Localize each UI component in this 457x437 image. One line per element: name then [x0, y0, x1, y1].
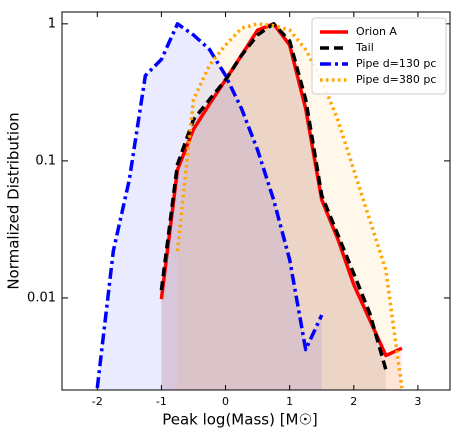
y-tick-label: 0.01 — [27, 290, 56, 305]
y-tick-label: 0.1 — [35, 153, 56, 168]
legend-label: Tail — [355, 41, 374, 54]
x-tick-label: 2 — [350, 395, 357, 408]
x-axis-label: Peak log(Mass) [M☉] — [162, 411, 318, 429]
area — [177, 23, 402, 390]
legend-label: Pipe d=130 pc — [356, 57, 436, 70]
line — [175, 22, 404, 389]
line — [159, 22, 388, 371]
legend-label: Orion A — [356, 25, 397, 38]
line — [95, 22, 324, 389]
x-tick-label: -1 — [156, 395, 167, 408]
legend-label: Pipe d=380 pc — [356, 73, 436, 86]
area — [97, 23, 322, 390]
area — [161, 23, 402, 390]
legend-box — [311, 17, 447, 95]
y-axis-label: Normalized Distribution — [5, 112, 23, 289]
y-tick-label: 1 — [48, 16, 56, 31]
area — [161, 23, 386, 390]
x-tick-label: -2 — [92, 395, 103, 408]
x-tick-label: 3 — [414, 395, 421, 408]
x-tick-label: 1 — [286, 395, 293, 408]
x-tick-label: 0 — [222, 395, 229, 408]
plot-frame — [61, 11, 451, 391]
